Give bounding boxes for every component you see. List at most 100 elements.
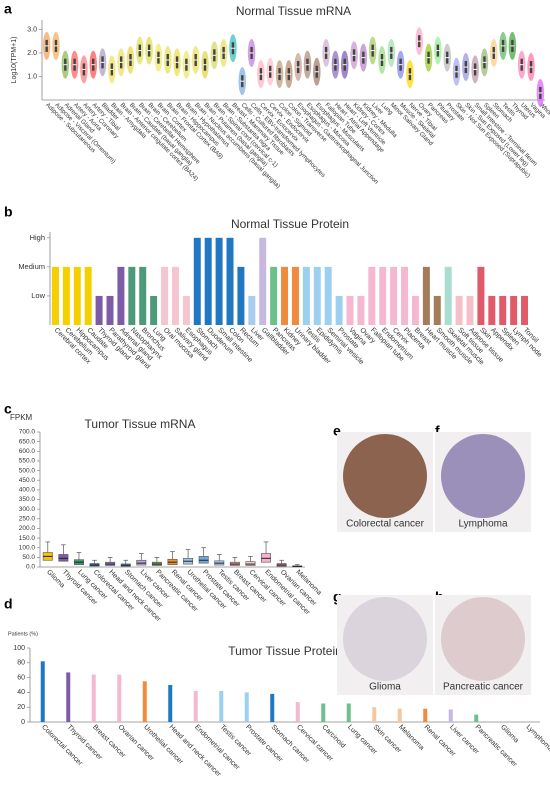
bar <box>444 266 452 325</box>
tissue-core <box>343 434 427 518</box>
y-tick-label: 100 <box>13 645 25 652</box>
bar <box>477 266 485 325</box>
bar <box>270 693 275 722</box>
bar <box>357 295 365 325</box>
panel-letter: b <box>4 204 13 220</box>
bar <box>128 266 136 325</box>
bar <box>390 266 398 325</box>
y-tick-label: 600.0 <box>19 448 36 455</box>
y-axis-label: Patients (%) <box>8 631 38 637</box>
bar <box>248 295 256 325</box>
bar <box>106 295 114 325</box>
chart-title: Normal Tissue Protein <box>231 217 349 231</box>
bar <box>291 266 299 325</box>
chart-title: Tumor Tissue mRNA <box>85 417 196 431</box>
bar <box>219 690 224 722</box>
panel-letter: f <box>435 423 440 439</box>
bar <box>397 708 402 722</box>
y-tick-label: High <box>30 233 45 242</box>
bar <box>321 703 326 722</box>
image-caption: Lymphoma <box>458 519 508 530</box>
bar <box>244 692 249 722</box>
box <box>245 561 256 566</box>
bar <box>488 295 496 325</box>
y-tick-label: 550.0 <box>19 458 36 465</box>
y-tick-label: 1.0 <box>27 73 37 80</box>
panel-letter: c <box>4 401 12 417</box>
bar <box>237 266 245 325</box>
bar <box>215 237 223 325</box>
image-caption: Colorectal cancer <box>346 519 424 530</box>
bar <box>474 714 479 722</box>
bar <box>139 266 147 325</box>
bar <box>368 266 376 325</box>
panel-letter: a <box>4 1 12 17</box>
bar <box>193 690 198 722</box>
panel-letter: d <box>4 596 13 612</box>
bar <box>66 672 71 722</box>
y-tick-label: 100.0 <box>19 544 36 551</box>
y-tick-label: 650.0 <box>19 438 36 445</box>
y-axis-label: FPKM <box>10 413 33 422</box>
tissue-core <box>343 597 427 681</box>
bar <box>91 674 96 722</box>
x-tick-label: Carcinoid <box>321 724 347 750</box>
bar <box>521 295 529 325</box>
bar <box>62 266 70 325</box>
y-tick-label: 40 <box>17 689 25 696</box>
bar <box>193 237 201 325</box>
chart-title: Normal Tissue mRNA <box>236 4 351 18</box>
y-tick-label: 0.0 <box>26 564 35 571</box>
image-caption: Pancreatic cancer <box>443 682 524 693</box>
bar <box>302 266 310 325</box>
bar <box>295 702 300 722</box>
y-tick-label: 0 <box>21 719 25 726</box>
bar <box>379 266 387 325</box>
bar <box>150 295 158 325</box>
bar <box>411 295 419 325</box>
bar <box>423 708 428 722</box>
bar <box>466 295 474 325</box>
tissue-core <box>441 434 525 518</box>
bar <box>40 661 45 722</box>
bar <box>313 266 321 325</box>
bar <box>281 266 289 325</box>
chart-title: Tumor Tissue Protein <box>228 644 342 658</box>
y-tick-label: 500.0 <box>19 467 36 474</box>
y-tick-label: 50.0 <box>22 554 35 561</box>
bar <box>73 266 81 325</box>
bar <box>117 266 125 325</box>
image-caption: Glioma <box>369 682 401 693</box>
bar <box>161 266 169 325</box>
x-tick-label: Glioma <box>499 724 520 745</box>
tissue-core <box>441 597 525 681</box>
x-tick-label: Lymphoma <box>525 724 550 753</box>
bar <box>171 266 179 325</box>
bar <box>346 295 354 325</box>
y-tick-label: 200.0 <box>19 525 36 532</box>
bar <box>422 266 430 325</box>
y-tick-label: 300.0 <box>19 506 36 513</box>
y-tick-label: 60 <box>17 674 25 681</box>
bar <box>51 266 59 325</box>
bar <box>259 237 267 325</box>
bar <box>168 685 173 722</box>
y-tick-label: 3.0 <box>27 26 37 33</box>
bar <box>401 266 409 325</box>
bar <box>95 295 103 325</box>
y-tick-label: Low <box>31 291 45 300</box>
bar <box>117 674 122 722</box>
y-tick-label: 80 <box>17 660 25 667</box>
bar <box>510 295 518 325</box>
bar <box>324 266 332 325</box>
bar <box>335 295 343 325</box>
y-tick-label: 700.0 <box>19 429 36 436</box>
bar <box>372 707 377 722</box>
panel-letter: e <box>333 423 341 439</box>
bar <box>499 295 507 325</box>
y-tick-label: 350.0 <box>19 496 36 503</box>
bar <box>84 266 92 325</box>
bar <box>204 237 212 325</box>
bar <box>142 681 147 722</box>
